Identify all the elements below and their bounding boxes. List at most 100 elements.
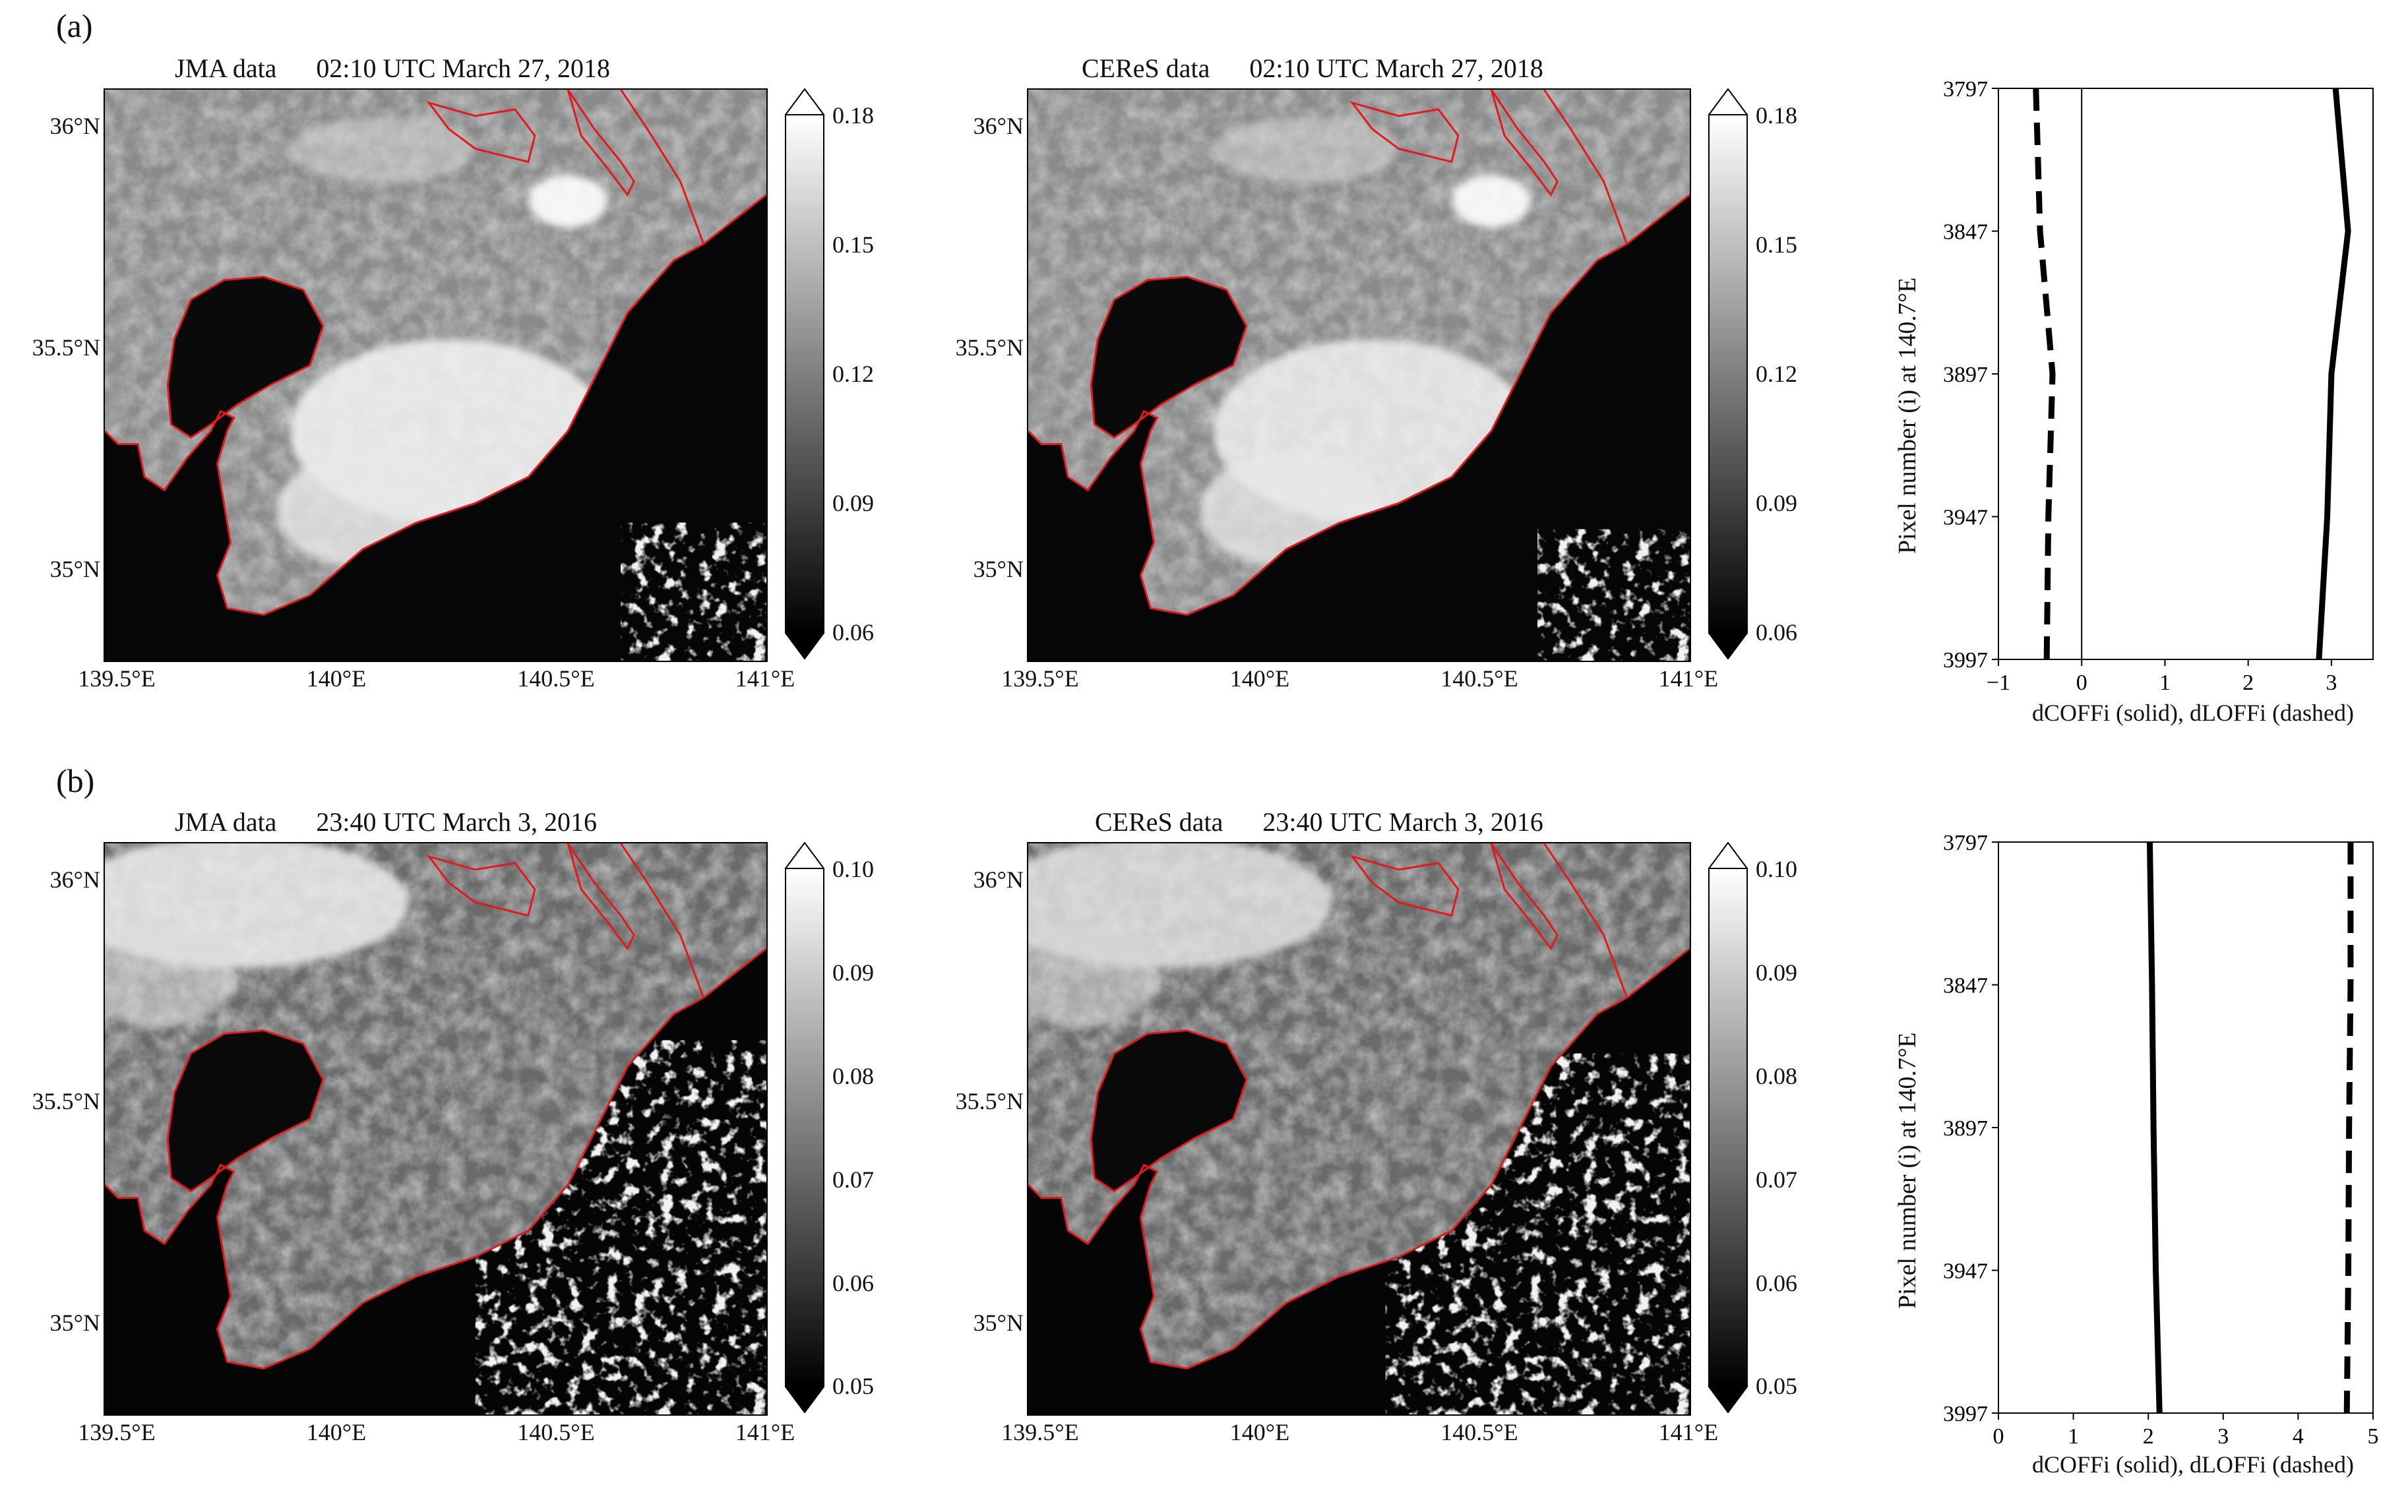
x-tick-label: 1 bbox=[2068, 1424, 2079, 1449]
y-tick-label: 3997 bbox=[1943, 648, 1988, 673]
lat-tick: 35.5°N bbox=[32, 334, 100, 361]
colorbar-gradient bbox=[785, 88, 824, 659]
y-tick-label: 3797 bbox=[1943, 77, 1988, 102]
x-tick-label: 1 bbox=[2159, 671, 2171, 695]
x-tick-label: 0 bbox=[2076, 671, 2087, 695]
satellite-image bbox=[1028, 843, 1690, 1414]
x-tick-label: 3 bbox=[2217, 1424, 2229, 1449]
colorbar-ceres-a bbox=[1708, 88, 1748, 659]
map-ceres-b bbox=[1027, 842, 1691, 1416]
map-jma-a bbox=[104, 88, 768, 662]
map-title-ceres-a: CEReS data 02:10 UTC March 27, 2018 bbox=[1082, 53, 1543, 83]
x-tick-label: 2 bbox=[2242, 671, 2254, 695]
lon-tick: 141°E bbox=[735, 1419, 795, 1445]
panel-label-a: (a) bbox=[56, 7, 93, 44]
colorbar-tick: 0.18 bbox=[1756, 102, 1797, 129]
colorbar-gradient bbox=[1708, 842, 1748, 1413]
x-tick-label: 3 bbox=[2326, 671, 2337, 695]
lat-tick: 35.5°N bbox=[955, 334, 1024, 361]
series-line-solid bbox=[2316, 88, 2351, 660]
y-tick-label: 3847 bbox=[1943, 974, 1988, 998]
colorbar-gradient bbox=[1708, 88, 1748, 659]
y-tick-label: 3897 bbox=[1943, 1116, 1988, 1141]
lat-tick: 35.5°N bbox=[32, 1088, 100, 1114]
satellite-image bbox=[105, 843, 766, 1414]
x-tick-label: 2 bbox=[2143, 1424, 2154, 1449]
lat-tick: 35°N bbox=[49, 556, 100, 582]
colorbar-tick: 0.09 bbox=[832, 959, 874, 986]
colorbar-tick: 0.15 bbox=[832, 231, 874, 258]
lat-tick: 36°N bbox=[49, 113, 100, 139]
colorbar-tick: 0.05 bbox=[832, 1373, 874, 1399]
lon-tick: 140°E bbox=[306, 1419, 367, 1445]
satellite-image bbox=[1028, 90, 1690, 661]
colorbar-tick: 0.06 bbox=[832, 1270, 874, 1296]
colorbar-tick: 0.12 bbox=[832, 361, 874, 387]
lat-tick: 35°N bbox=[49, 1310, 100, 1336]
colorbar-jma-a bbox=[785, 88, 824, 659]
colorbar-tick: 0.05 bbox=[1756, 1373, 1797, 1399]
colorbar-tick: 0.09 bbox=[1756, 959, 1797, 986]
x-axis-label: dCOFFi (solid), dLOFFi (dashed) bbox=[2031, 700, 2355, 726]
colorbar-tick: 0.12 bbox=[1756, 361, 1797, 387]
y-axis-label: Pixel number (i) at 140.7°E bbox=[1894, 277, 1921, 554]
y-axis-label: Pixel number (i) at 140.7°E bbox=[1894, 1032, 1921, 1309]
line-chart-a: −1 0 1 2 3 3797 3847 3897 3947 3997 bbox=[1943, 77, 2391, 695]
colorbar-tick: 0.18 bbox=[832, 102, 874, 129]
x-tick-label: −1 bbox=[1987, 671, 2010, 695]
colorbar-tick: 0.09 bbox=[1756, 490, 1797, 516]
colorbar-tick: 0.15 bbox=[1756, 231, 1797, 258]
panel-label-b: (b) bbox=[56, 762, 95, 799]
lat-tick: 35.5°N bbox=[955, 1088, 1024, 1114]
x-tick-label: 5 bbox=[2368, 1424, 2379, 1449]
y-tick-label: 3947 bbox=[1943, 1259, 1988, 1284]
lon-tick: 140.5°E bbox=[1440, 665, 1518, 692]
lon-tick: 139.5°E bbox=[78, 665, 156, 692]
plot-frame bbox=[1998, 841, 2374, 1414]
lon-tick: 139.5°E bbox=[1001, 1419, 1079, 1445]
map-title-ceres-b: CEReS data 23:40 UTC March 3, 2016 bbox=[1095, 807, 1543, 837]
lon-tick: 139.5°E bbox=[1001, 665, 1079, 692]
line-chart-svg: −1 0 1 2 3 3797 3847 3897 3947 3997 bbox=[1943, 77, 2374, 695]
colorbar-tick: 0.10 bbox=[832, 856, 874, 882]
colorbar-jma-b bbox=[785, 842, 824, 1413]
lon-tick: 141°E bbox=[1658, 665, 1719, 692]
colorbar-tick: 0.06 bbox=[832, 619, 874, 646]
lon-tick: 141°E bbox=[1658, 1419, 1719, 1445]
map-title-jma-a: JMA data 02:10 UTC March 27, 2018 bbox=[175, 53, 610, 83]
lon-tick: 139.5°E bbox=[78, 1419, 156, 1445]
line-chart-b: 0 1 2 3 4 5 3797 3847 3897 3947 3997 bbox=[1943, 831, 2391, 1449]
colorbar-tick: 0.10 bbox=[1756, 856, 1797, 882]
x-tick-label: 4 bbox=[2293, 1424, 2304, 1449]
colorbar-tick: 0.07 bbox=[1756, 1166, 1797, 1193]
colorbar-tick: 0.06 bbox=[1756, 1270, 1797, 1296]
lat-tick: 36°N bbox=[973, 113, 1024, 139]
lon-tick: 140.5°E bbox=[1440, 1419, 1518, 1445]
colorbar-tick: 0.08 bbox=[832, 1063, 874, 1089]
y-tick-label: 3897 bbox=[1943, 363, 1988, 387]
x-axis-label: dCOFFi (solid), dLOFFi (dashed) bbox=[2031, 1451, 2355, 1478]
y-tick-label: 3997 bbox=[1943, 1402, 1988, 1426]
map-jma-b bbox=[104, 842, 768, 1416]
map-ceres-a bbox=[1027, 88, 1691, 662]
colorbar-tick: 0.06 bbox=[1756, 619, 1797, 646]
satellite-image bbox=[105, 90, 766, 661]
y-tick-label: 3947 bbox=[1943, 506, 1988, 530]
colorbar-tick: 0.09 bbox=[832, 490, 874, 516]
y-tick-label: 3847 bbox=[1943, 220, 1988, 245]
y-tick-label: 3797 bbox=[1943, 831, 1988, 855]
series-line-dashed bbox=[2033, 88, 2056, 660]
colorbar-gradient bbox=[785, 842, 824, 1413]
lat-tick: 36°N bbox=[973, 866, 1024, 893]
colorbar-tick: 0.08 bbox=[1756, 1063, 1797, 1089]
lon-tick: 140°E bbox=[1229, 665, 1290, 692]
lon-tick: 140°E bbox=[306, 665, 367, 692]
lon-tick: 140.5°E bbox=[517, 1419, 595, 1445]
line-chart-svg: 0 1 2 3 4 5 3797 3847 3897 3947 3997 bbox=[1943, 831, 2379, 1449]
lat-tick: 36°N bbox=[49, 866, 100, 893]
lon-tick: 141°E bbox=[735, 665, 795, 692]
map-title-jma-b: JMA data 23:40 UTC March 3, 2016 bbox=[175, 807, 597, 837]
series-line-dashed bbox=[2343, 842, 2354, 1414]
lat-tick: 35°N bbox=[973, 1310, 1024, 1336]
colorbar-tick: 0.07 bbox=[832, 1166, 874, 1193]
